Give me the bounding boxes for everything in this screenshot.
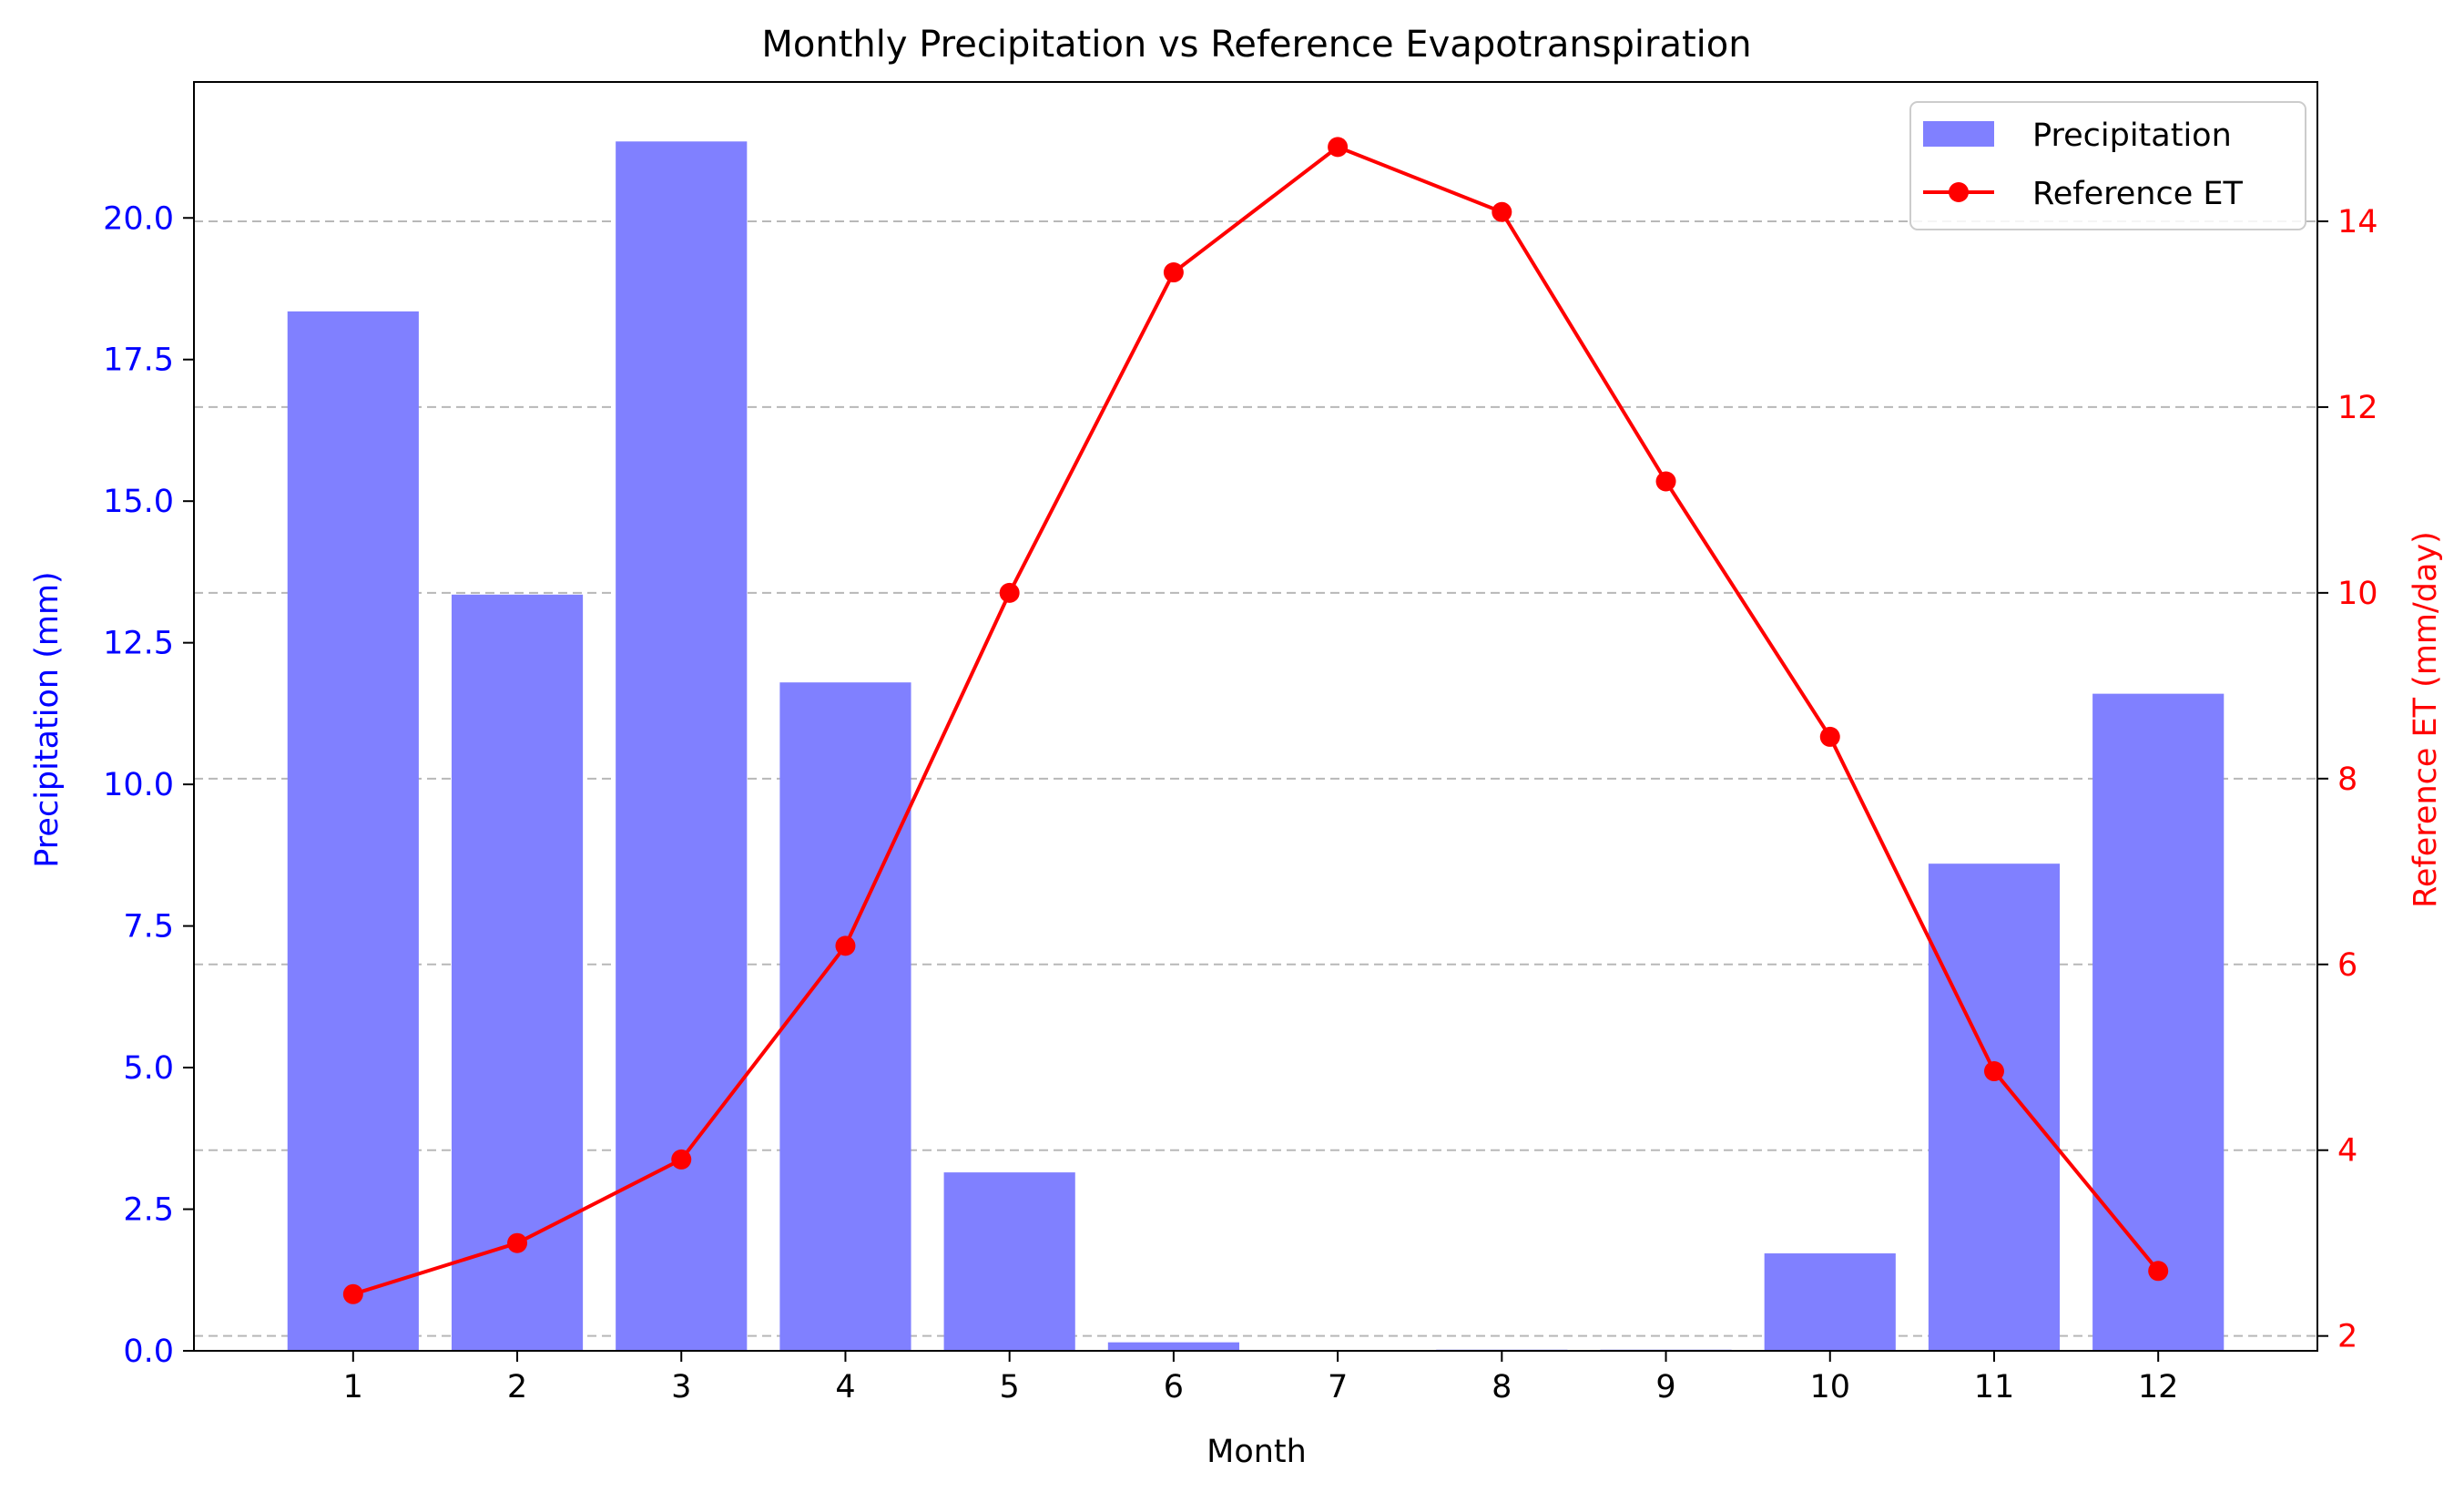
precipitation-bar xyxy=(287,311,419,1351)
legend-label-reference-et: Reference ET xyxy=(2032,176,2243,212)
legend-marker-reference-et xyxy=(1949,182,1969,202)
y-right-axis-label: Reference ET (mm/day) xyxy=(2408,531,2444,908)
reference-et-point xyxy=(835,935,856,956)
x-tick-label: 10 xyxy=(1809,1369,1850,1405)
reference-et-point xyxy=(1492,201,1512,222)
y-left-tick-label: 0.0 xyxy=(123,1334,174,1370)
legend-box xyxy=(1909,101,2306,230)
reference-et-point xyxy=(342,1283,363,1304)
legend: Precipitation Reference ET xyxy=(1909,101,2306,230)
reference-et-point xyxy=(1819,726,1840,747)
reference-et-line-path xyxy=(352,145,2160,1296)
reference-et-point xyxy=(1328,137,1349,158)
precipitation-bars xyxy=(287,141,2225,1351)
x-axis-label: Month xyxy=(1207,1434,1307,1470)
precipitation-bar xyxy=(451,594,584,1351)
precipitation-bar xyxy=(1764,1253,1896,1351)
y-left-tick-label: 2.5 xyxy=(123,1192,174,1229)
x-tick-label: 1 xyxy=(343,1369,363,1405)
reference-et-point xyxy=(1983,1061,2004,1082)
reference-et-point xyxy=(507,1232,528,1253)
x-tick-label: 5 xyxy=(1000,1369,1020,1405)
x-tick-label: 6 xyxy=(1164,1369,1184,1405)
axes: 1 2 3 4 5 6 7 8 9 10 11 120.02.55.07.510.012.515.01… xyxy=(103,200,2377,1405)
reference-et-point xyxy=(1163,262,1184,283)
y-left-tick-label: 12.5 xyxy=(103,626,174,662)
x-tick-label: 2 xyxy=(507,1369,527,1405)
x-tick-label: 7 xyxy=(1328,1369,1348,1405)
legend-label-precipitation: Precipitation xyxy=(2032,118,2232,154)
legend-swatch-precipitation xyxy=(1923,121,1994,147)
chart-title: Monthly Precipitation vs Reference Evapo… xyxy=(761,24,1751,66)
y-right-tick-label: 2 xyxy=(2337,1319,2357,1355)
x-tick-label: 8 xyxy=(1492,1369,1512,1405)
precipitation-bar xyxy=(779,682,911,1351)
x-tick-label: 11 xyxy=(1974,1369,2015,1405)
y-right-tick-label: 14 xyxy=(2337,204,2378,240)
y-right-tick-label: 12 xyxy=(2337,390,2378,426)
y-left-tick-label: 10.0 xyxy=(103,767,174,803)
reference-et-point xyxy=(2148,1261,2169,1282)
y-left-axis-label: Precipitation (mm) xyxy=(29,571,66,867)
precipitation-bar xyxy=(2092,693,2225,1351)
y-left-tick-label: 15.0 xyxy=(103,484,174,520)
precipitation-bar xyxy=(616,141,748,1351)
y-right-tick-label: 8 xyxy=(2337,761,2357,798)
reference-et-point xyxy=(671,1149,692,1170)
x-tick-label: 4 xyxy=(835,1369,855,1405)
precipitation-bar xyxy=(1928,864,2061,1351)
y-left-tick-label: 7.5 xyxy=(123,909,174,945)
y-left-tick-label: 17.5 xyxy=(103,342,174,379)
reference-et-point xyxy=(1655,471,1676,492)
reference-et-line xyxy=(342,137,2169,1304)
y-left-tick-label: 20.0 xyxy=(103,200,174,237)
y-left-tick-label: 5.0 xyxy=(123,1050,174,1087)
x-tick-label: 9 xyxy=(1655,1369,1675,1405)
precipitation-bar xyxy=(943,1172,1075,1351)
x-tick-label: 3 xyxy=(671,1369,691,1405)
y-right-tick-label: 4 xyxy=(2337,1133,2357,1170)
precipitation-bar xyxy=(1107,1342,1239,1351)
reference-et-point xyxy=(999,582,1020,603)
plot-frame xyxy=(193,81,2318,1352)
x-tick-label: 12 xyxy=(2138,1369,2179,1405)
y-right-tick-label: 6 xyxy=(2337,947,2357,984)
y-right-tick-label: 10 xyxy=(2337,576,2378,612)
